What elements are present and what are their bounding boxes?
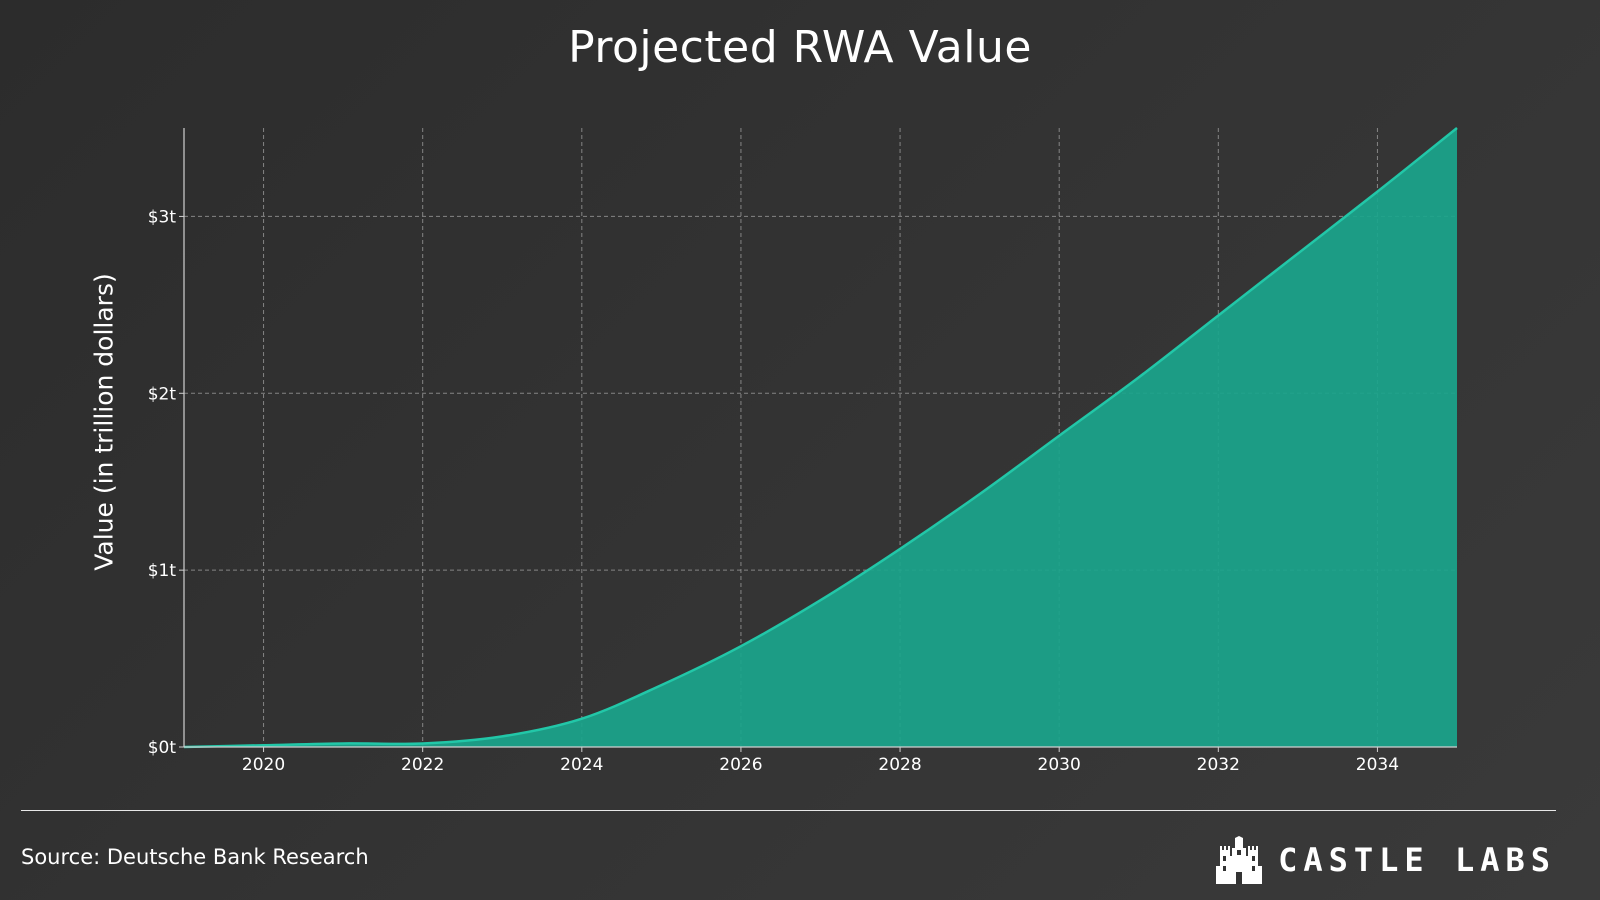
x-tick-label: 2024 bbox=[560, 755, 603, 775]
x-tick-label: 2034 bbox=[1356, 755, 1399, 775]
y-tick-label: $2t bbox=[148, 384, 177, 404]
chart-title: Projected RWA Value bbox=[568, 22, 1032, 73]
y-axis-ticks: $0t $1t $2t $3t bbox=[148, 207, 184, 758]
x-tick-label: 2022 bbox=[401, 755, 444, 775]
x-tick-label: 2032 bbox=[1197, 755, 1240, 775]
y-tick-label: $0t bbox=[148, 738, 177, 758]
x-tick-label: 2026 bbox=[719, 755, 762, 775]
brand-logo: CASTLE LABS bbox=[1216, 836, 1556, 884]
x-axis-ticks: 2020 2022 2024 2026 2028 2030 2032 2034 bbox=[242, 747, 1399, 775]
area-line bbox=[183, 127, 1458, 749]
x-tick-label: 2020 bbox=[242, 755, 285, 775]
y-tick-label: $3t bbox=[148, 207, 177, 227]
x-tick-label: 2030 bbox=[1038, 755, 1081, 775]
footer-divider bbox=[21, 810, 1556, 811]
castle-icon bbox=[1216, 836, 1263, 884]
y-axis-label: Value (in trillion dollars) bbox=[89, 273, 119, 571]
source-note: Source: Deutsche Bank Research bbox=[21, 845, 369, 869]
axes bbox=[183, 128, 1457, 748]
area-fill bbox=[184, 128, 1457, 747]
x-tick-label: 2028 bbox=[878, 755, 921, 775]
y-tick-label: $1t bbox=[148, 561, 177, 581]
brand-name: CASTLE LABS bbox=[1278, 841, 1556, 879]
area-series bbox=[183, 127, 1458, 749]
chart-plot: 2020 2022 2024 2026 2028 2030 2032 2034 $0t$1t$… bbox=[148, 127, 1458, 775]
